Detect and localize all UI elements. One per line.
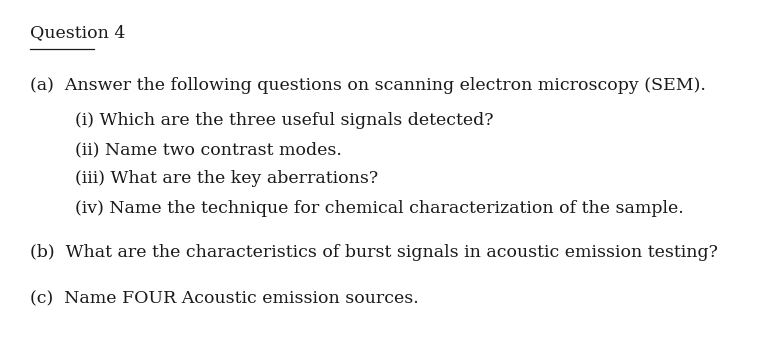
Text: (a)  Answer the following questions on scanning electron microscopy (SEM).: (a) Answer the following questions on sc…: [30, 77, 706, 94]
Text: Question 4: Question 4: [30, 24, 125, 41]
Text: (b)  What are the characteristics of burst signals in acoustic emission testing?: (b) What are the characteristics of burs…: [30, 244, 718, 261]
Text: (i) Which are the three useful signals detected?: (i) Which are the three useful signals d…: [74, 112, 493, 129]
Text: (c)  Name FOUR Acoustic emission sources.: (c) Name FOUR Acoustic emission sources.: [30, 291, 419, 308]
Text: (iii) What are the key aberrations?: (iii) What are the key aberrations?: [74, 170, 378, 187]
Text: (iv) Name the technique for chemical characterization of the sample.: (iv) Name the technique for chemical cha…: [74, 200, 683, 216]
Text: (ii) Name two contrast modes.: (ii) Name two contrast modes.: [74, 141, 341, 158]
